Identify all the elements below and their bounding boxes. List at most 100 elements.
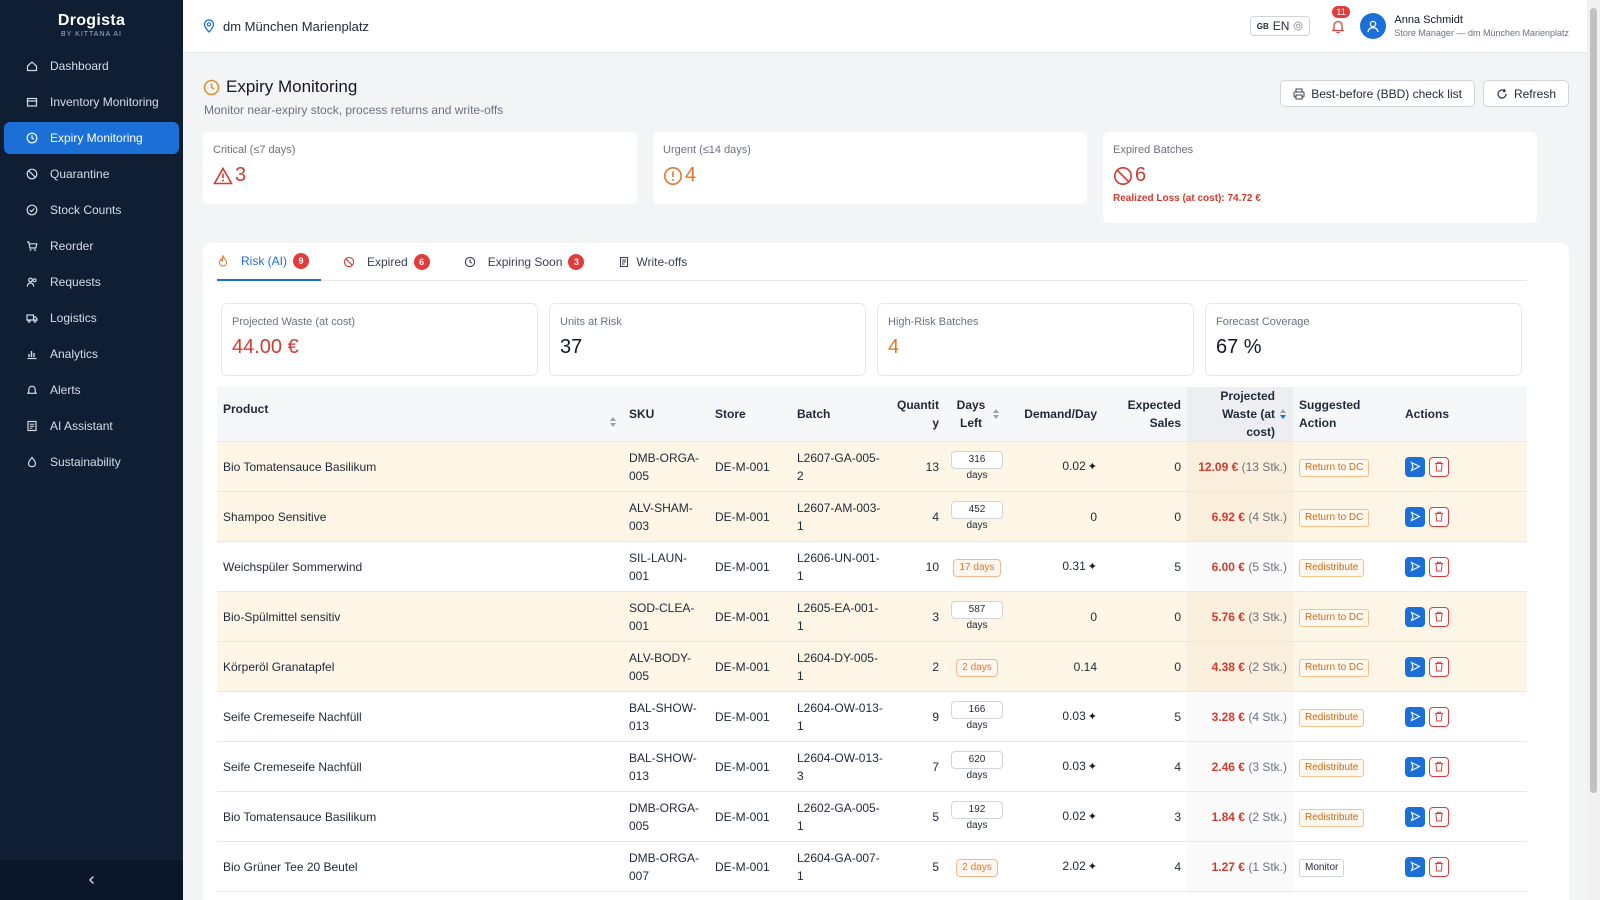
sidebar-item-expiry-monitoring[interactable]: Expiry Monitoring xyxy=(4,122,179,154)
notifications-button[interactable]: 11 xyxy=(1328,6,1350,36)
cell-store: DE-M-001 xyxy=(709,441,791,492)
execute-action-button[interactable] xyxy=(1405,556,1425,577)
tab-risk-ai[interactable]: Risk (AI) 9 xyxy=(217,243,321,281)
write-off-button[interactable] xyxy=(1429,606,1449,627)
bbd-checklist-button[interactable]: Best-before (BBD) check list xyxy=(1280,80,1475,107)
execute-action-button[interactable] xyxy=(1405,706,1425,727)
sidebar-item-label: Requests xyxy=(50,275,101,289)
sidebar-item-inventory-monitoring[interactable]: Inventory Monitoring xyxy=(4,86,179,118)
cell-quantity: 2 xyxy=(889,641,945,692)
cell-actions xyxy=(1399,791,1527,842)
col-header-batch[interactable]: Batch xyxy=(791,387,889,442)
page-scrollbar[interactable] xyxy=(1587,0,1600,900)
sidebar-item-logistics[interactable]: Logistics xyxy=(4,302,179,334)
store-name: dm München Marienplatz xyxy=(223,18,369,34)
write-off-button[interactable] xyxy=(1429,706,1449,727)
stat-forecast-coverage-value: 67 % xyxy=(1216,336,1262,358)
cell-actions xyxy=(1399,691,1527,742)
user-menu[interactable]: Anna Schmidt Store Manager — dm München … xyxy=(1394,14,1569,38)
cell-expected-sales: 3 xyxy=(1103,791,1187,842)
row-actions xyxy=(1405,756,1521,777)
cell-sku: SIL-LAUN-001 xyxy=(623,541,709,592)
table-row[interactable]: Bio Tomatensauce Basilikum DMB-ORGA-005 DE… xyxy=(217,441,1527,492)
cell-days-left: 2 days xyxy=(945,841,1009,892)
write-off-button[interactable] xyxy=(1429,556,1449,577)
stat-high-risk-batches-label: High-Risk Batches xyxy=(888,316,979,328)
stat-units-at-risk-value: 37 xyxy=(560,336,583,358)
tab-label: Risk (AI) xyxy=(241,254,287,268)
write-off-button[interactable] xyxy=(1429,756,1449,777)
table-row[interactable]: Bio Grüner Tee 20 Beutel DMB-ORGA-007 DE-M… xyxy=(217,841,1527,892)
sidebar-item-dashboard[interactable]: Dashboard xyxy=(4,50,179,82)
tab-expired[interactable]: Expired 6 xyxy=(343,243,442,281)
refresh-button[interactable]: Refresh xyxy=(1482,80,1569,107)
collapse-sidebar-button[interactable] xyxy=(0,860,183,900)
write-off-button[interactable] xyxy=(1429,806,1449,827)
cell-quantity: 5 xyxy=(889,791,945,842)
write-off-button[interactable] xyxy=(1429,506,1449,527)
col-header-demand[interactable]: Demand/Day xyxy=(1009,387,1103,442)
col-header-expected-sales[interactable]: Expected Sales xyxy=(1103,387,1187,442)
execute-action-button[interactable] xyxy=(1405,856,1425,877)
table-row[interactable]: Seife Cremeseife Nachfüll BAL-SHOW-013 DE-… xyxy=(217,741,1527,792)
sidebar-item-label: Inventory Monitoring xyxy=(50,95,159,109)
check-circle-icon xyxy=(24,202,40,218)
sidebar-item-ai-assistant[interactable]: AI Assistant xyxy=(4,410,179,442)
tab-expiring-soon[interactable]: Expiring Soon 3 xyxy=(464,243,597,281)
table-row[interactable]: Shampoo Sensitive ALV-SHAM-003 DE-M-001 L26… xyxy=(217,491,1527,542)
language-selector[interactable]: GB EN xyxy=(1249,16,1311,36)
sidebar-item-reorder[interactable]: Reorder xyxy=(4,230,179,262)
col-header-sku[interactable]: SKU xyxy=(623,387,709,442)
execute-action-button[interactable] xyxy=(1405,756,1425,777)
table-row[interactable]: Körperöl Granatapfel ALV-BODY-005 DE-M-001… xyxy=(217,641,1527,692)
execute-action-button[interactable] xyxy=(1405,606,1425,627)
cell-projected-waste: 2.46 € (3 Stk.) xyxy=(1187,741,1293,792)
col-header-projected-waste[interactable]: Projected Waste (at cost) xyxy=(1187,387,1293,442)
cell-demand: 0.02 ✦ xyxy=(1009,441,1103,492)
write-off-button[interactable] xyxy=(1429,456,1449,477)
sidebar-item-label: Logistics xyxy=(50,311,97,325)
write-off-button[interactable] xyxy=(1429,656,1449,677)
scrollbar-thumb[interactable] xyxy=(1590,8,1597,793)
table-row[interactable]: Seife Cremeseife Nachfüll BAL-SHOW-013 DE-… xyxy=(217,691,1527,742)
execute-action-button[interactable] xyxy=(1405,806,1425,827)
avatar[interactable] xyxy=(1360,13,1387,39)
table-row[interactable]: Bio Tomatensauce Basilikum DMB-ORGA-005 DE… xyxy=(217,791,1527,842)
sidebar-item-stock-counts[interactable]: Stock Counts xyxy=(4,194,179,226)
cell-suggested-action: Redistribute xyxy=(1293,691,1399,742)
execute-action-button[interactable] xyxy=(1405,506,1425,527)
cell-demand: 0.14 xyxy=(1009,641,1103,692)
col-header-quantity[interactable]: Quantity xyxy=(889,387,945,442)
execute-action-button[interactable] xyxy=(1405,456,1425,477)
cell-product: Shampoo Sensitive xyxy=(217,491,623,542)
sidebar-item-sustainability[interactable]: Sustainability xyxy=(4,446,179,478)
execute-action-button[interactable] xyxy=(1405,656,1425,677)
tab-label: Write-offs xyxy=(636,255,688,269)
col-header-days-left[interactable]: Days Left xyxy=(945,387,1009,442)
write-off-button[interactable] xyxy=(1429,856,1449,877)
col-header-product[interactable]: Product xyxy=(217,387,623,442)
table-row[interactable]: Weichspüler Sommerwind SIL-LAUN-001 DE-M-0… xyxy=(217,541,1527,592)
kpi-urgent-label: Urgent (≤14 days) xyxy=(663,144,751,156)
cell-days-left: 166 days xyxy=(945,691,1009,742)
flag-gb-icon: GB xyxy=(1256,21,1269,31)
sidebar-item-analytics[interactable]: Analytics xyxy=(4,338,179,370)
sidebar-item-requests[interactable]: Requests xyxy=(4,266,179,298)
suggested-action-tag: Redistribute xyxy=(1299,708,1365,727)
brand-name: Drogista xyxy=(57,12,126,29)
send-icon xyxy=(1409,461,1421,472)
suggested-action-tag: Return to DC xyxy=(1299,508,1370,527)
col-header-store[interactable]: Store xyxy=(709,387,791,442)
sidebar-item-quarantine[interactable]: Quarantine xyxy=(4,158,179,190)
brand-logo[interactable]: Drogista BY KITTANA AI xyxy=(0,0,183,42)
cell-expected-sales: 5 xyxy=(1103,691,1187,742)
ai-sparkle-icon: ✦ xyxy=(1087,861,1097,873)
col-header-suggested-action[interactable]: Suggested Action xyxy=(1293,387,1399,442)
sort-icon xyxy=(993,409,999,419)
sidebar-item-alerts[interactable]: Alerts xyxy=(4,374,179,406)
waste-amount: 6.92 € xyxy=(1211,509,1245,524)
tab-write-offs[interactable]: Write-offs xyxy=(618,243,699,281)
table-row[interactable]: Bio-Spülmittel sensitiv SOD-CLEA-001 DE-M-… xyxy=(217,591,1527,642)
store-selector[interactable]: dm München Marienplatz xyxy=(203,19,369,34)
stat-projected-waste: Projected Waste (at cost) 44.00 € xyxy=(221,303,538,376)
